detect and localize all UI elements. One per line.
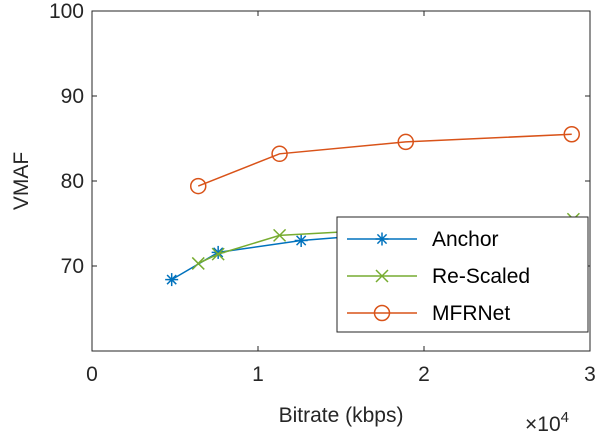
series-mfrnet <box>189 126 580 195</box>
y-tick-label: 100 <box>49 0 84 23</box>
x-tick-label: 2 <box>418 363 430 386</box>
data-point <box>211 247 225 261</box>
data-point <box>189 177 207 195</box>
legend-label: Re-Scaled <box>432 265 530 288</box>
legend-swatch-marker <box>373 304 391 322</box>
data-point-circle <box>397 133 414 151</box>
legend-swatch-marker-stroke <box>376 233 388 245</box>
data-point-stroke <box>166 274 177 285</box>
legend-swatch-marker-stroke <box>375 269 389 283</box>
data-point <box>397 133 414 151</box>
x-tick-label: 3 <box>584 363 596 386</box>
data-point-circle <box>563 126 580 143</box>
data-point <box>273 228 287 242</box>
ticks-layer: 0 1 2 3 70 80 90 100 <box>49 0 596 386</box>
y-tick-label: 90 <box>61 85 84 108</box>
y-tick-label: 70 <box>61 255 84 278</box>
x-axis-exponent-base: ×10 <box>525 413 561 436</box>
data-point-stroke <box>296 235 307 246</box>
x-tick-label: 0 <box>86 363 98 386</box>
data-point-circle <box>189 177 207 195</box>
x-axis-exponent-power: 4 <box>561 409 569 426</box>
legend-swatch-marker <box>375 269 389 283</box>
data-point <box>165 273 179 287</box>
data-point <box>294 234 308 247</box>
data-point <box>271 145 288 163</box>
data-point <box>191 256 205 270</box>
x-axis-exponent: ×104 <box>525 409 569 436</box>
y-axis-label: VMAF <box>10 152 33 210</box>
x-tick-label: 1 <box>252 363 264 386</box>
legend-swatch-marker-circle <box>373 304 391 322</box>
data-point <box>563 126 580 143</box>
series-line <box>197 133 572 187</box>
legend-label: MFRNet <box>432 302 510 325</box>
data-point-stroke <box>211 247 225 261</box>
legend-item: Re-Scaled <box>347 265 530 288</box>
data-point-stroke <box>273 228 287 242</box>
x-axis-label: Bitrate (kbps) <box>279 404 404 427</box>
data-point-stroke <box>191 256 205 270</box>
legend-item: Anchor <box>347 228 499 251</box>
legend: Anchor Re-Scaled MFRNet <box>336 216 589 333</box>
legend-item: MFRNet <box>347 302 510 325</box>
legend-swatch-marker <box>375 232 389 246</box>
data-point-circle <box>271 145 288 163</box>
legend-label: Anchor <box>432 228 499 251</box>
y-tick-label: 80 <box>61 170 84 193</box>
